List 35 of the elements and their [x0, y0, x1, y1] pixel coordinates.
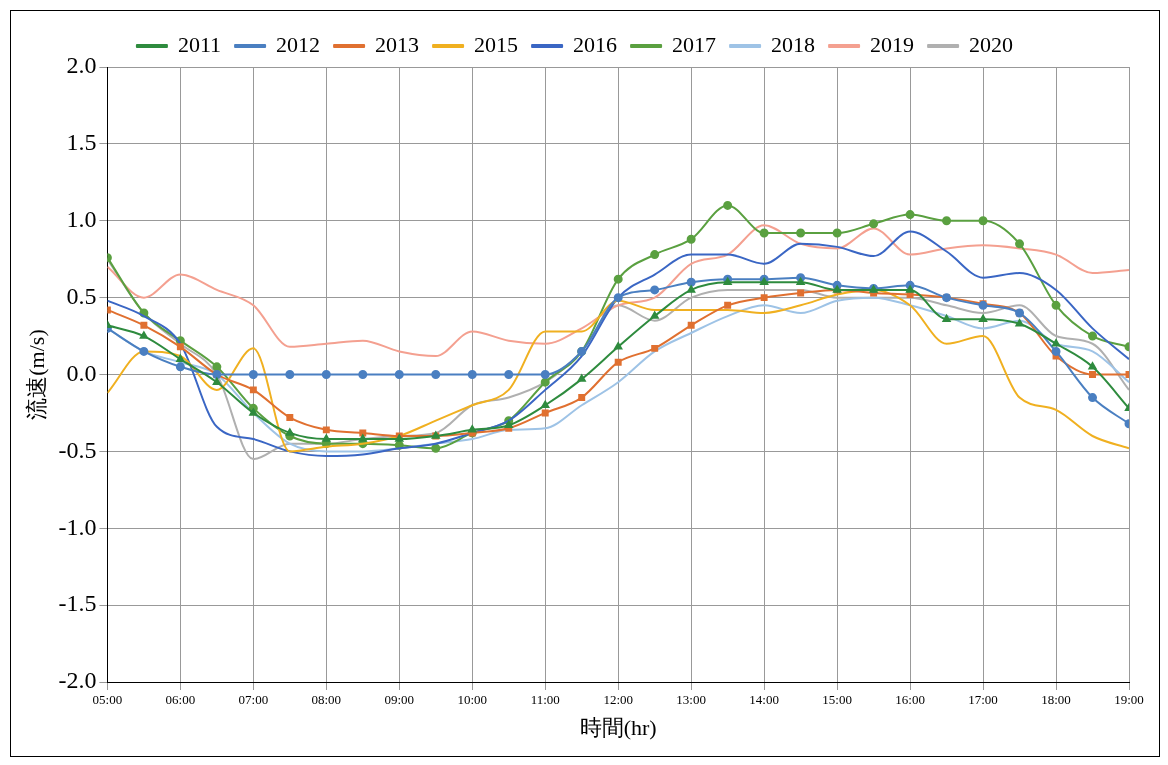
legend-label: 2011: [177, 31, 222, 57]
legend-label: 2013: [375, 31, 420, 57]
x-tick-label: 13:00: [676, 692, 706, 708]
y-axis-title: 流速(m/s): [23, 329, 49, 420]
x-tick-label: 14:00: [749, 692, 779, 708]
x-tick-label: 16:00: [895, 692, 925, 708]
y-tick-label: -0.5: [58, 436, 97, 463]
y-tick-label: 2.0: [66, 52, 97, 79]
x-tick-label: 07:00: [238, 692, 269, 708]
x-tick-label: 05:00: [92, 692, 123, 708]
legend-label: 2015: [474, 31, 519, 57]
x-tick-label: 18:00: [1041, 692, 1071, 708]
legend-label: 2012: [276, 31, 321, 57]
x-tick-label: 09:00: [384, 692, 415, 708]
y-tick-label: -1.5: [58, 590, 97, 617]
legend-label: 2018: [771, 31, 816, 57]
x-tick-label: 10:00: [457, 692, 488, 708]
y-tick-label: -1.0: [58, 513, 97, 540]
legend-label: 2016: [573, 31, 618, 57]
x-tick-label: 12:00: [603, 692, 634, 708]
x-tick-label: 11:00: [530, 692, 560, 708]
x-tick-label: 19:00: [1114, 692, 1144, 708]
y-tick-label: 1.5: [66, 129, 97, 156]
legend-label: 2017: [672, 31, 717, 57]
y-tick-label: 0.0: [66, 359, 97, 386]
legend-label: 2019: [870, 31, 915, 57]
x-tick-label: 17:00: [968, 692, 998, 708]
legend-label: 2020: [969, 31, 1014, 57]
y-tick-label: -2.0: [58, 667, 97, 694]
x-tick-label: 15:00: [822, 692, 852, 708]
x-tick-label: 08:00: [311, 692, 342, 708]
y-tick-label: 1.0: [66, 206, 97, 233]
x-axis-title: 時間(hr): [579, 714, 657, 740]
y-tick-label: 0.5: [66, 282, 97, 309]
x-tick-label: 06:00: [165, 692, 196, 708]
